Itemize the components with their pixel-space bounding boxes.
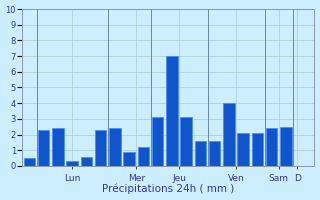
Bar [209,141,220,166]
Bar [67,161,78,166]
X-axis label: Précipitations 24h ( mm ): Précipitations 24h ( mm ) [102,184,235,194]
Bar [166,56,178,166]
Bar [237,133,249,166]
Bar [252,133,263,166]
Bar [38,130,49,166]
Bar [52,128,64,166]
Bar [180,117,192,166]
Bar [152,117,164,166]
Bar [266,128,277,166]
Bar [138,147,149,166]
Bar [109,128,121,166]
Bar [95,130,106,166]
Bar [24,158,35,166]
Bar [124,152,135,166]
Bar [195,141,206,166]
Bar [223,103,235,166]
Bar [81,157,92,166]
Bar [280,127,292,166]
